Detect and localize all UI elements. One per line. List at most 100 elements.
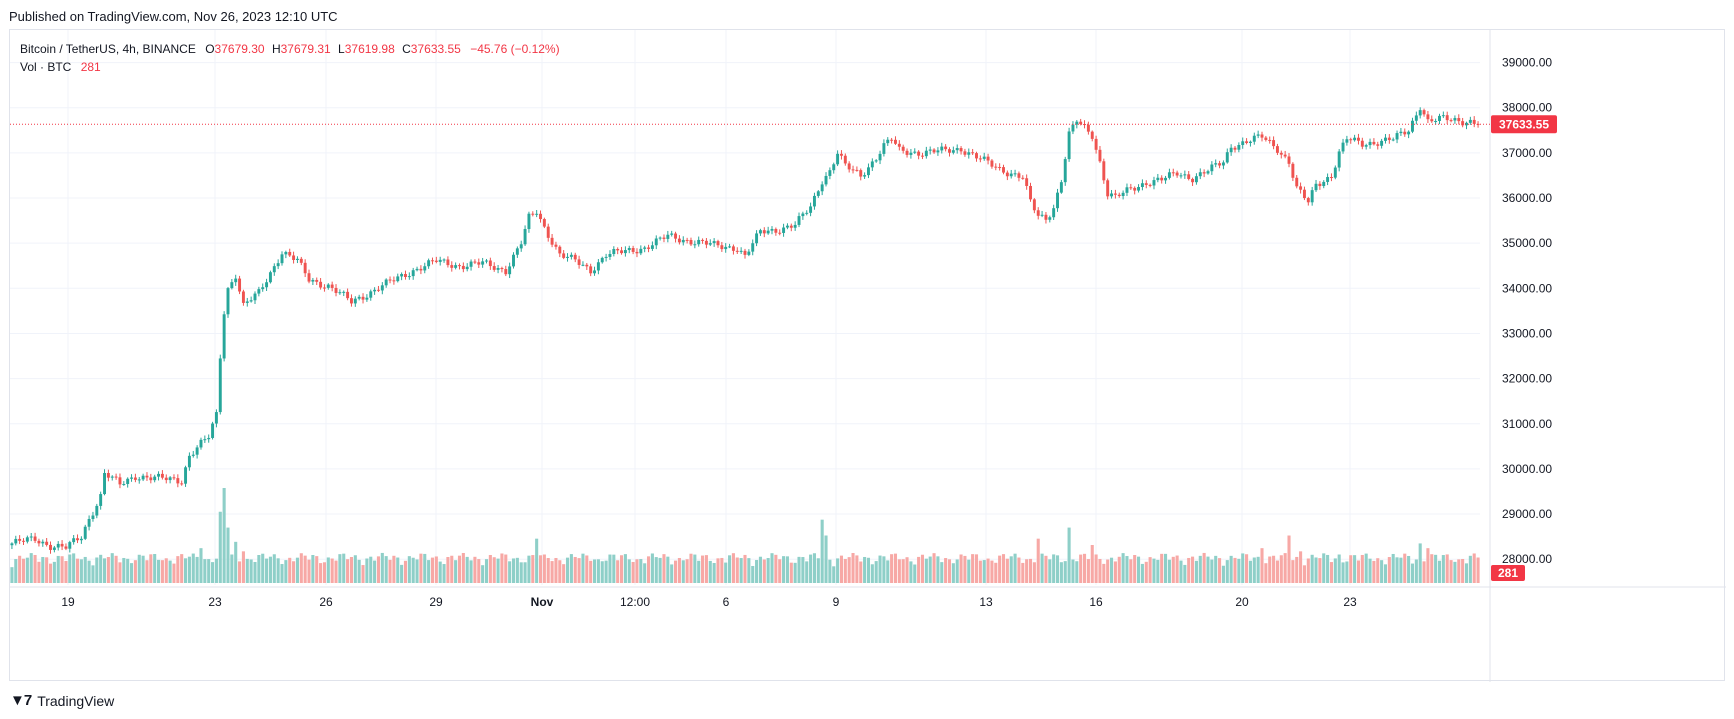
- candle-body: [650, 245, 654, 249]
- x-tick-label: Nov: [531, 595, 554, 609]
- tradingview-logo[interactable]: ▼7 TradingView: [10, 692, 114, 709]
- volume-bar: [1245, 554, 1249, 583]
- candle-body: [469, 261, 473, 267]
- candle-body: [1129, 187, 1133, 189]
- volume-bar: [1395, 557, 1399, 583]
- candle-body: [87, 519, 91, 527]
- candle-body: [172, 477, 176, 479]
- volume-bar: [697, 560, 701, 583]
- volume-bar: [1187, 557, 1191, 583]
- candle-body: [1418, 110, 1422, 116]
- volume-bar: [693, 554, 697, 583]
- candle-body: [299, 258, 303, 263]
- candle-body: [1426, 114, 1430, 120]
- candle-body: [1268, 139, 1272, 141]
- candle-body: [542, 219, 546, 227]
- candle-body: [303, 262, 307, 274]
- candle-body: [531, 213, 535, 215]
- volume-bar: [863, 556, 867, 583]
- volume-bar: [1106, 559, 1110, 583]
- legend-high: 37679.31: [280, 42, 331, 56]
- volume-bar: [635, 559, 639, 583]
- legend-close: 37633.55: [410, 42, 461, 56]
- x-tick-label: 20: [1235, 595, 1249, 609]
- volume-bar: [265, 558, 269, 583]
- volume-bar: [650, 553, 654, 583]
- volume-bar: [1457, 559, 1461, 583]
- candle-body: [384, 279, 388, 286]
- candle-body: [1113, 193, 1117, 195]
- candle-body: [485, 260, 488, 262]
- volume-bar: [994, 562, 998, 583]
- candle-body: [998, 167, 1002, 169]
- volume-bar: [832, 566, 836, 583]
- candle-body: [755, 233, 759, 244]
- candle-body: [1384, 137, 1387, 141]
- candle-body: [41, 541, 45, 544]
- candle-body: [886, 139, 890, 144]
- candle-body: [376, 289, 380, 291]
- volume-bar: [592, 559, 597, 583]
- candle-body: [975, 153, 978, 159]
- volume-bar: [222, 488, 226, 583]
- candle-body: [620, 250, 624, 254]
- candle-body: [203, 439, 207, 441]
- volume-bar: [1001, 554, 1006, 583]
- volume-bar: [1314, 557, 1318, 583]
- candle-body: [118, 477, 122, 485]
- volume-bar: [292, 561, 296, 583]
- volume-bar: [338, 554, 342, 583]
- volume-bar: [920, 554, 925, 583]
- volume-bar: [1028, 558, 1033, 583]
- volume-bar: [1287, 535, 1291, 583]
- candle-body: [724, 246, 728, 250]
- candle-body: [859, 170, 863, 177]
- candle-body: [396, 276, 400, 282]
- candle-body: [1036, 210, 1040, 216]
- volume-bar: [91, 565, 95, 583]
- candle-body: [770, 228, 774, 231]
- chart-canvas[interactable]: 39000.00 38000.00 37000.00 36000.00 35000.00…: [10, 30, 1726, 682]
- volume-bar: [226, 527, 230, 583]
- candle-body: [1025, 178, 1029, 186]
- volume-bar: [1090, 545, 1094, 583]
- candle-body: [963, 151, 967, 155]
- legend-symbol[interactable]: Bitcoin / TetherUS, 4h, BINANCE: [20, 42, 196, 56]
- volume-bar: [793, 562, 797, 583]
- volume-bar: [1364, 553, 1368, 583]
- volume-bar: [550, 561, 554, 583]
- volume-bar: [1434, 554, 1438, 583]
- volume-bar: [496, 558, 500, 583]
- candle-body: [1063, 159, 1067, 183]
- candle-body: [816, 191, 820, 196]
- volume-bar: [619, 555, 624, 583]
- candle-body: [1125, 187, 1129, 193]
- legend-volume-label[interactable]: Vol · BTC: [20, 60, 72, 74]
- y-tick-label: 39000.00: [1502, 56, 1552, 70]
- candle-body: [870, 161, 874, 168]
- candle-body: [315, 279, 319, 282]
- volume-bar: [319, 563, 323, 583]
- chart-frame[interactable]: 39000.00 38000.00 37000.00 36000.00 35000.00…: [9, 29, 1726, 682]
- candle-body: [1414, 115, 1418, 121]
- volume-bar: [511, 558, 516, 583]
- candle-body: [623, 250, 627, 254]
- candle-body: [473, 261, 477, 263]
- volume-bar: [64, 561, 68, 583]
- candle-body: [635, 251, 639, 254]
- candle-body: [130, 477, 134, 479]
- volume-bar: [492, 557, 496, 583]
- candle-body: [79, 538, 83, 541]
- volume-bar: [1410, 563, 1415, 583]
- volume-bar: [917, 556, 921, 583]
- volume-bar: [782, 556, 786, 583]
- candle-body: [322, 287, 326, 289]
- volume-bar: [789, 562, 793, 583]
- volume-bar: [25, 557, 29, 583]
- volume-bar: [400, 564, 404, 583]
- candle-body: [836, 153, 840, 165]
- volume-bar: [72, 553, 76, 583]
- volume-bar: [1052, 554, 1056, 583]
- candle-body: [982, 156, 986, 159]
- candle-body: [508, 266, 512, 275]
